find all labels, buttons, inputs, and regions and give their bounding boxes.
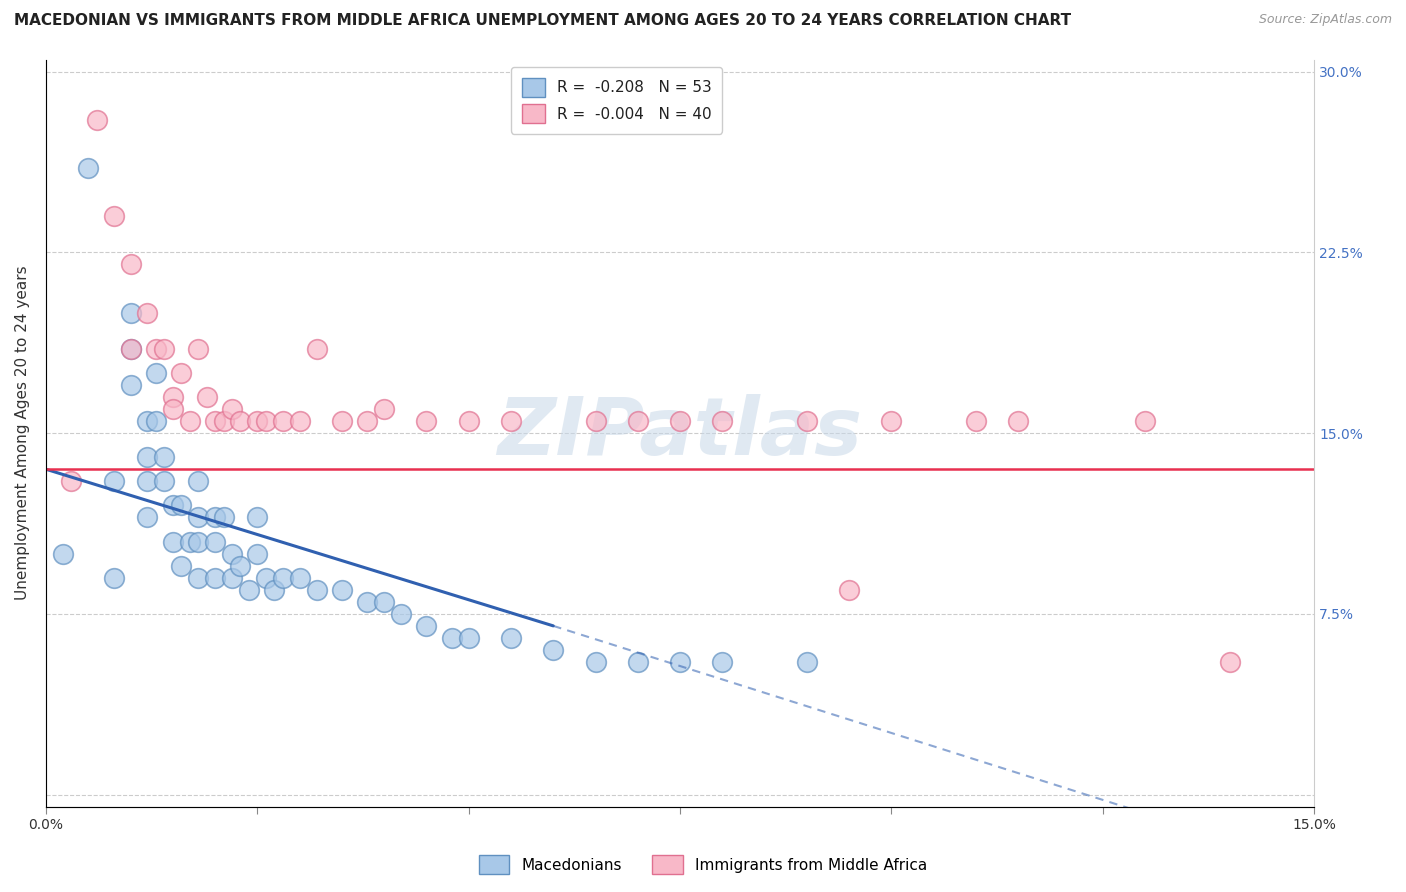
Point	[136, 510, 159, 524]
Point	[153, 450, 176, 465]
Point	[415, 619, 437, 633]
Point	[187, 534, 209, 549]
Point	[162, 390, 184, 404]
Point	[254, 571, 277, 585]
Point	[499, 631, 522, 645]
Y-axis label: Unemployment Among Ages 20 to 24 years: Unemployment Among Ages 20 to 24 years	[15, 266, 30, 600]
Point	[120, 342, 142, 356]
Point	[1219, 655, 1241, 669]
Point	[204, 571, 226, 585]
Point	[179, 414, 201, 428]
Point	[356, 595, 378, 609]
Point	[179, 534, 201, 549]
Legend: R =  -0.208   N = 53, R =  -0.004   N = 40: R = -0.208 N = 53, R = -0.004 N = 40	[510, 67, 723, 134]
Point	[1007, 414, 1029, 428]
Point	[440, 631, 463, 645]
Point	[120, 342, 142, 356]
Point	[221, 547, 243, 561]
Text: ZIPatlas: ZIPatlas	[498, 394, 862, 472]
Point	[627, 655, 650, 669]
Point	[238, 582, 260, 597]
Point	[711, 655, 734, 669]
Point	[145, 414, 167, 428]
Point	[162, 499, 184, 513]
Point	[373, 595, 395, 609]
Point	[136, 475, 159, 489]
Point	[288, 414, 311, 428]
Point	[246, 414, 269, 428]
Point	[965, 414, 987, 428]
Point	[246, 510, 269, 524]
Text: MACEDONIAN VS IMMIGRANTS FROM MIDDLE AFRICA UNEMPLOYMENT AMONG AGES 20 TO 24 YEA: MACEDONIAN VS IMMIGRANTS FROM MIDDLE AFR…	[14, 13, 1071, 29]
Point	[254, 414, 277, 428]
Point	[288, 571, 311, 585]
Point	[170, 499, 193, 513]
Point	[103, 209, 125, 223]
Point	[212, 414, 235, 428]
Point	[153, 342, 176, 356]
Point	[229, 414, 252, 428]
Point	[170, 366, 193, 380]
Point	[195, 390, 218, 404]
Point	[52, 547, 75, 561]
Text: Source: ZipAtlas.com: Source: ZipAtlas.com	[1258, 13, 1392, 27]
Point	[305, 342, 328, 356]
Point	[457, 631, 479, 645]
Point	[880, 414, 903, 428]
Point	[796, 414, 818, 428]
Legend: Macedonians, Immigrants from Middle Africa: Macedonians, Immigrants from Middle Afri…	[472, 849, 934, 880]
Point	[389, 607, 412, 621]
Point	[356, 414, 378, 428]
Point	[271, 414, 294, 428]
Point	[499, 414, 522, 428]
Point	[212, 510, 235, 524]
Point	[330, 582, 353, 597]
Point	[145, 366, 167, 380]
Point	[271, 571, 294, 585]
Point	[838, 582, 860, 597]
Point	[1133, 414, 1156, 428]
Point	[221, 402, 243, 417]
Point	[204, 510, 226, 524]
Point	[187, 571, 209, 585]
Point	[120, 305, 142, 319]
Point	[221, 571, 243, 585]
Point	[103, 475, 125, 489]
Point	[60, 475, 83, 489]
Point	[541, 643, 564, 657]
Point	[187, 475, 209, 489]
Point	[120, 257, 142, 271]
Point	[627, 414, 650, 428]
Point	[373, 402, 395, 417]
Point	[263, 582, 285, 597]
Point	[330, 414, 353, 428]
Point	[77, 161, 100, 175]
Point	[136, 414, 159, 428]
Point	[669, 655, 692, 669]
Point	[145, 342, 167, 356]
Point	[136, 450, 159, 465]
Point	[415, 414, 437, 428]
Point	[136, 305, 159, 319]
Point	[204, 414, 226, 428]
Point	[162, 534, 184, 549]
Point	[103, 571, 125, 585]
Point	[187, 510, 209, 524]
Point	[457, 414, 479, 428]
Point	[796, 655, 818, 669]
Point	[305, 582, 328, 597]
Point	[229, 558, 252, 573]
Point	[153, 475, 176, 489]
Point	[86, 112, 108, 127]
Point	[187, 342, 209, 356]
Point	[711, 414, 734, 428]
Point	[204, 534, 226, 549]
Point	[170, 558, 193, 573]
Point	[162, 402, 184, 417]
Point	[585, 414, 607, 428]
Point	[585, 655, 607, 669]
Point	[120, 378, 142, 392]
Point	[669, 414, 692, 428]
Point	[246, 547, 269, 561]
